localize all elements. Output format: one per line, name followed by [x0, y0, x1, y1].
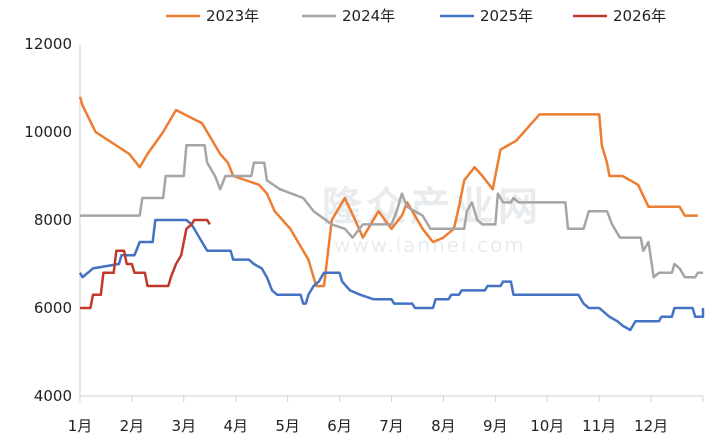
series-layer: [78, 96, 705, 332]
series-line-2024年: [80, 143, 703, 279]
legend-label: 2023年: [206, 7, 259, 25]
x-tick-label: 6月: [327, 417, 352, 435]
x-tick-label: 12月: [634, 417, 668, 435]
axes: 4000 6000 8000 10000 12000 1月 2月 3月 4月 5月 6月 7月 8月 9月…: [24, 35, 704, 435]
y-tick-label: 12000: [24, 35, 72, 53]
series-line-2025年: [78, 218, 705, 332]
x-tick-label: 1月: [68, 417, 93, 435]
x-tick-label: 4月: [223, 417, 248, 435]
x-tick-label: 2月: [120, 417, 145, 435]
series-line-2023年: [78, 96, 698, 288]
y-tick-label: 8000: [34, 211, 72, 229]
series-line-2026年: [80, 218, 211, 310]
x-tick-label: 7月: [379, 417, 404, 435]
x-tick-label: 9月: [483, 417, 508, 435]
legend: 2023年 2024年 2025年 2026年: [166, 7, 666, 25]
legend-label: 2024年: [342, 7, 395, 25]
x-tick-label: 8月: [431, 417, 456, 435]
y-tick-label: 6000: [34, 299, 72, 317]
x-tick-label: 5月: [275, 417, 300, 435]
legend-label: 2025年: [480, 7, 533, 25]
legend-label: 2026年: [613, 7, 666, 25]
x-tick-label: 10月: [530, 417, 564, 435]
watermark: 隆众产业网 www.lanhei.com: [322, 184, 542, 257]
y-tick-label: 10000: [24, 123, 72, 141]
x-tick-label: 3月: [172, 417, 197, 435]
y-tick-label: 4000: [34, 387, 72, 405]
x-tick-label: 11月: [582, 417, 616, 435]
watermark-text: 隆众产业网: [322, 184, 542, 230]
